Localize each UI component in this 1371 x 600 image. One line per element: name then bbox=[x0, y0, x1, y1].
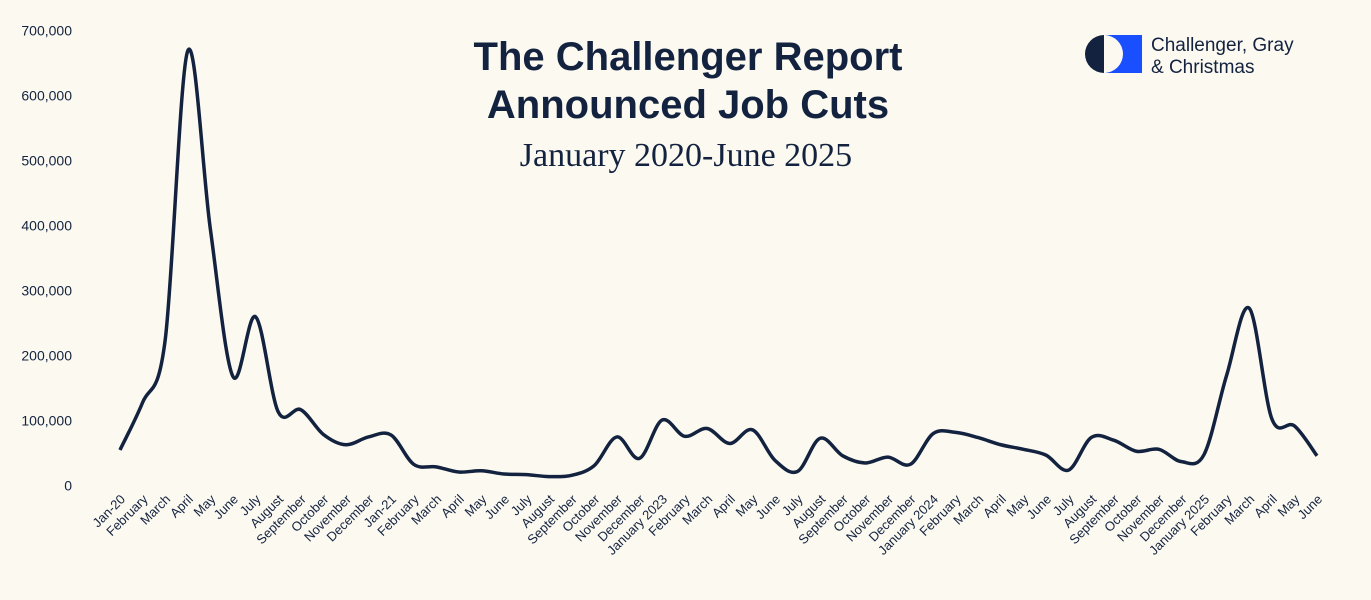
y-tick-label: 100,000 bbox=[21, 413, 72, 429]
y-tick-label: 300,000 bbox=[21, 283, 72, 299]
y-tick-label: 200,000 bbox=[21, 348, 72, 364]
x-tick-label: April bbox=[167, 491, 196, 520]
x-tick-label: April bbox=[438, 491, 467, 520]
x-tick-label: April bbox=[980, 491, 1009, 520]
line bbox=[118, 47, 1319, 479]
y-tick-label: 400,000 bbox=[21, 218, 72, 234]
y-tick-label: 600,000 bbox=[21, 88, 72, 104]
y-tick-label: 500,000 bbox=[21, 153, 72, 169]
x-tick-label: June bbox=[1295, 492, 1326, 523]
brand-text: & Christmas bbox=[1151, 57, 1254, 78]
x-tick-label: April bbox=[1251, 491, 1280, 520]
x-tick-label: April bbox=[709, 491, 738, 520]
brand-text: Challenger, Gray bbox=[1151, 35, 1294, 56]
chart-title: Announced Job Cuts bbox=[487, 83, 889, 127]
y-tick-label: 700,000 bbox=[21, 23, 72, 39]
chart-subtitle: January 2020-June 2025 bbox=[520, 137, 852, 174]
logo: Challenger, Gray & Christmas bbox=[1085, 35, 1294, 78]
chart-title: The Challenger Report bbox=[474, 35, 903, 79]
y-tick-label: 0 bbox=[64, 478, 72, 494]
